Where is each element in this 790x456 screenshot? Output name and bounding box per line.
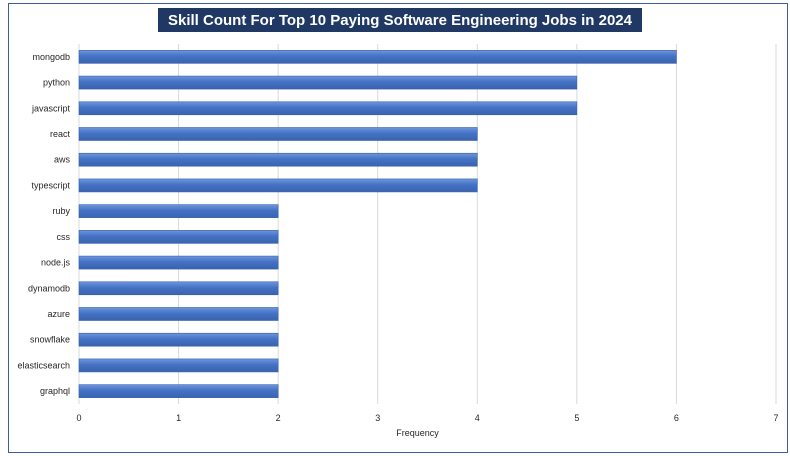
x-tick-label: 4 [475, 413, 480, 423]
bar-aws [78, 152, 478, 167]
bar-snowflake [78, 332, 279, 347]
y-tick-label: css [57, 232, 71, 242]
bar-typescript [78, 178, 478, 193]
bar-css [78, 230, 279, 244]
bar-azure [78, 307, 279, 321]
bar-javascript [78, 101, 578, 116]
x-tick-label: 5 [574, 413, 579, 423]
x-tick-label: 2 [276, 413, 281, 423]
bar-node-js [78, 255, 279, 270]
x-tick-label: 7 [773, 413, 778, 423]
y-tick-label: mongodb [32, 52, 70, 62]
y-tick-label: snowflake [30, 335, 70, 345]
y-tick-label: javascript [31, 103, 71, 113]
y-tick-labels: mongodb python javascript react aws typescrip… [17, 52, 70, 396]
x-tick-label: 3 [375, 413, 380, 423]
y-tick-label: python [43, 78, 70, 88]
x-axis-label: Frequency [396, 428, 439, 438]
x-tick-labels: 0 1 2 3 4 5 6 7 [76, 413, 778, 423]
bar-mongodb [78, 50, 677, 64]
chart-title: Skill Count For Top 10 Paying Software E… [168, 11, 632, 29]
y-tick-label: azure [47, 309, 70, 319]
x-tick-label: 1 [176, 413, 181, 423]
chart-title-box: Skill Count For Top 10 Paying Software E… [158, 8, 642, 32]
bar-python [78, 75, 578, 90]
y-tick-label: typescript [31, 180, 70, 190]
bar-elasticsearch [78, 358, 279, 373]
gridlines [78, 44, 777, 404]
bar-dynamodb [78, 281, 279, 296]
bar-ruby [78, 204, 279, 218]
bar-react [78, 127, 478, 141]
bar-graphql [78, 384, 279, 398]
x-tick-label: 0 [76, 413, 81, 423]
y-tick-label: react [50, 129, 71, 139]
y-tick-label: graphql [40, 386, 70, 396]
y-tick-label: aws [54, 155, 71, 165]
y-tick-label: dynamodb [28, 283, 70, 293]
y-tick-label: elasticsearch [17, 360, 70, 370]
bars [78, 50, 677, 398]
y-tick-label: node.js [41, 258, 71, 268]
x-tick-label: 6 [674, 413, 679, 423]
y-tick-label: ruby [52, 206, 70, 216]
